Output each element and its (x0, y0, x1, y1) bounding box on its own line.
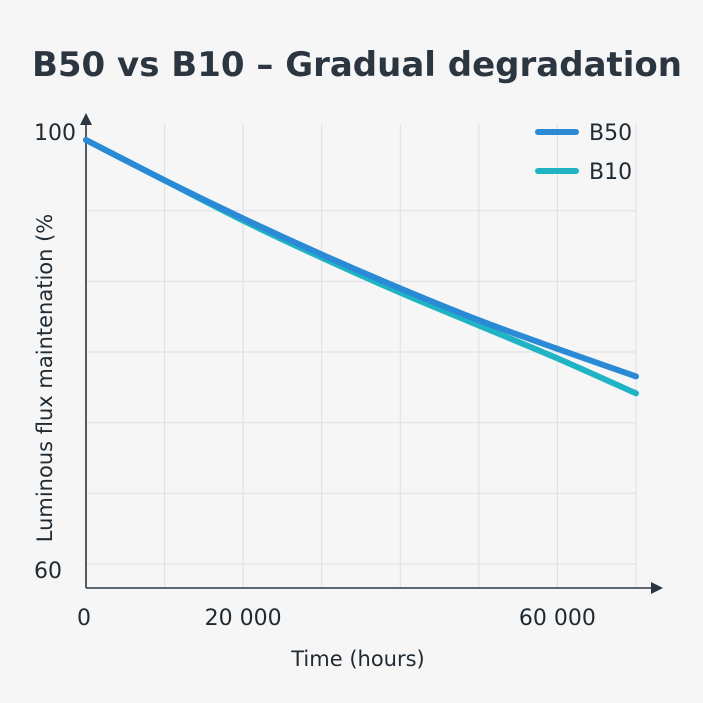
chart-title: B50 vs B10 – Gradual degradation (32, 45, 682, 85)
series-layer (83, 137, 639, 397)
legend: B50 B10 (535, 121, 632, 185)
tick-layer: 0 20 000 60 000 100 60 (34, 121, 596, 631)
x-axis-arrow (651, 582, 663, 594)
y-axis-arrow (80, 113, 92, 125)
y-tick-label: 60 (34, 559, 62, 584)
series-line-b50 (83, 137, 639, 380)
series-line-b10 (83, 137, 639, 397)
x-tick-label: 20 000 (205, 606, 282, 631)
x-tick-label: 0 (77, 606, 91, 631)
x-tick-label: 60 000 (519, 606, 596, 631)
y-axis-label: Luminous flux maintenation (% (33, 214, 57, 543)
legend-label-b50: B50 (589, 121, 632, 146)
legend-label-b10: B10 (589, 160, 632, 185)
x-axis-label: Time (hours) (290, 647, 425, 671)
y-tick-label: 100 (34, 121, 76, 146)
